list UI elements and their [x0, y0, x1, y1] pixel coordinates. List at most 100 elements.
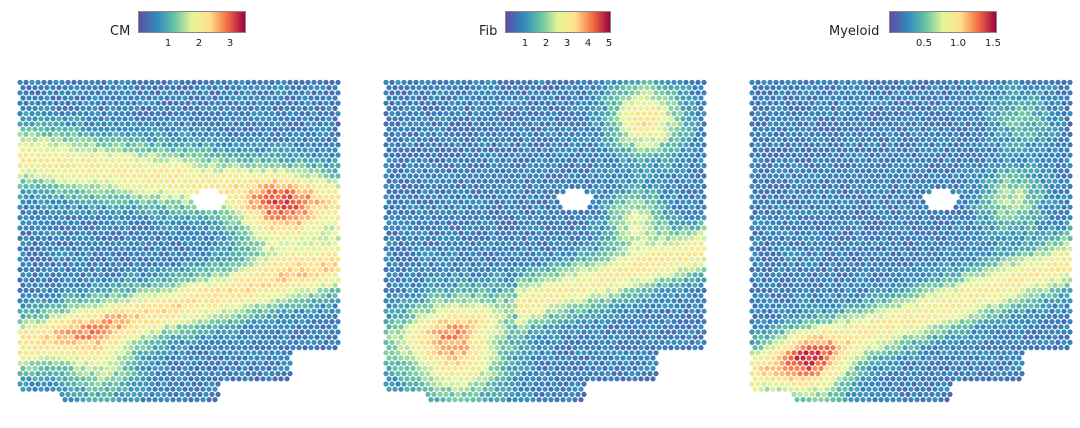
tissue-spot [473, 163, 479, 169]
tissue-spot [632, 178, 638, 184]
tissue-spot [152, 261, 158, 267]
tissue-spot [101, 381, 107, 387]
tissue-spot [221, 204, 227, 210]
tissue-spot [59, 246, 65, 252]
tissue-spot [680, 126, 686, 132]
tissue-spot [293, 298, 299, 304]
tissue-spot [74, 157, 80, 163]
tissue-spot [599, 204, 605, 210]
tissue-spot [209, 235, 215, 241]
tissue-spot [542, 116, 548, 122]
tissue-spot [563, 79, 569, 85]
tissue-spot [140, 168, 146, 174]
tissue-spot [548, 157, 554, 163]
tissue-spot [302, 126, 308, 132]
tissue-spot [164, 313, 170, 319]
tissue-spot [209, 287, 215, 293]
tissue-spot [479, 121, 485, 127]
tissue-spot [233, 225, 239, 231]
tissue-spot [245, 194, 251, 200]
tissue-spot [305, 298, 311, 304]
tissue-spot [671, 121, 677, 127]
tissue-spot [26, 272, 32, 278]
tissue-spot [155, 339, 161, 345]
tissue-spot [53, 183, 59, 189]
tissue-spot [320, 95, 326, 101]
tissue-spot [395, 173, 401, 179]
tissue-spot [419, 194, 425, 200]
tissue-spot [206, 241, 212, 247]
tissue-spot [293, 235, 299, 241]
tissue-spot [317, 339, 323, 345]
tissue-spot [653, 225, 659, 231]
tissue-spot [506, 189, 512, 195]
tissue-spot [80, 189, 86, 195]
tissue-spot [80, 168, 86, 174]
tissue-spot [263, 235, 269, 241]
tissue-spot [59, 308, 65, 314]
tissue-spot [401, 215, 407, 221]
tissue-spot [23, 90, 29, 96]
tissue-spot [191, 319, 197, 325]
tissue-spot [236, 85, 242, 91]
tissue-spot [530, 85, 536, 91]
tissue-spot [419, 90, 425, 96]
tissue-spot [530, 105, 536, 111]
tissue-spot [275, 329, 281, 335]
tissue-spot [203, 100, 209, 106]
tissue-spot [62, 116, 68, 122]
tissue-spot [293, 183, 299, 189]
tissue-spot [581, 131, 587, 137]
tissue-spot [500, 230, 506, 236]
tissue-spot [452, 147, 458, 153]
tissue-spot [275, 267, 281, 273]
tissue-spot [227, 225, 233, 231]
tissue-spot [416, 199, 422, 205]
tissue-spot [284, 272, 290, 278]
tissue-spot [50, 199, 56, 205]
tissue-spot [584, 189, 590, 195]
tissue-spot [641, 152, 647, 158]
tissue-spot [164, 241, 170, 247]
tissue-spot [422, 189, 428, 195]
tissue-spot [221, 360, 227, 366]
tissue-spot [308, 230, 314, 236]
tissue-spot [578, 241, 584, 247]
tissue-spot [419, 131, 425, 137]
tissue-spot [608, 85, 614, 91]
tissue-spot [305, 111, 311, 117]
tissue-spot [644, 199, 650, 205]
tissue-spot [47, 298, 53, 304]
tissue-spot [26, 386, 32, 392]
tissue-spot [413, 183, 419, 189]
tissue-spot [635, 183, 641, 189]
tissue-spot [206, 261, 212, 267]
tissue-spot [563, 173, 569, 179]
tissue-spot [506, 137, 512, 143]
tissue-spot [32, 386, 38, 392]
tissue-spot [416, 189, 422, 195]
tissue-spot [599, 142, 605, 148]
tissue-spot [509, 131, 515, 137]
tissue-spot [98, 261, 104, 267]
tissue-spot [491, 111, 497, 117]
tissue-spot [521, 90, 527, 96]
tissue-spot [107, 329, 113, 335]
tissue-spot [302, 178, 308, 184]
tissue-spot [692, 230, 698, 236]
tissue-spot [596, 209, 602, 215]
tissue-spot [146, 386, 152, 392]
tissue-spot [86, 105, 92, 111]
tissue-spot [92, 324, 98, 330]
tissue-spot [122, 157, 128, 163]
tissue-spot [527, 111, 533, 117]
tissue-spot [242, 324, 248, 330]
tissue-spot [290, 261, 296, 267]
tissue-spot [680, 168, 686, 174]
tissue-spot [332, 334, 338, 340]
tissue-spot [410, 251, 416, 257]
tissue-spot [80, 147, 86, 153]
tissue-spot [560, 85, 566, 91]
tissue-spot [539, 111, 545, 117]
tissue-spot [416, 137, 422, 143]
